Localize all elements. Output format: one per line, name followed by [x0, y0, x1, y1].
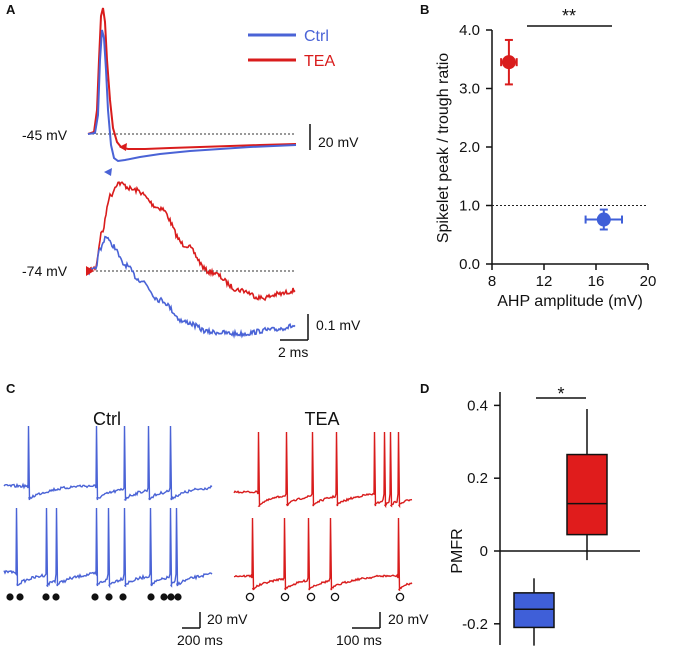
panel-label-d: D: [420, 381, 429, 396]
baseline-label-spike: -45 mV: [22, 127, 68, 143]
c-marker-tea: [280, 592, 290, 602]
panel-c: Ctrl TEA 20 mV 200 ms 20 mV 100 ms: [3, 409, 429, 648]
panel-b: 0.0 1.0 2.0 3.0 4.0 8 12 16 20 ** AHP amplitude …: [435, 6, 656, 310]
c-marker-tea: [395, 592, 405, 602]
c-marker-tea: [245, 592, 255, 602]
c-marker-ctrl: [91, 593, 99, 601]
b-ticks: 0.0 1.0 2.0 3.0 4.0 8 12 16 20: [459, 22, 656, 290]
legend-label-ctrl: Ctrl: [304, 28, 329, 45]
c-marker-ctrl: [119, 593, 127, 601]
d-ticks: -0.2 0 0.2 0.4: [462, 397, 500, 633]
trace-ctrl-sweep-1: [3, 425, 213, 502]
b-y-tick-label: 4.0: [459, 22, 480, 39]
arrowhead-tea-trough: [119, 143, 127, 151]
panel-d: -0.2 0 0.2 0.4 * PMFR: [449, 384, 640, 646]
d-boxes: [513, 409, 608, 646]
b-points: [500, 38, 623, 231]
panel-label-a: A: [6, 2, 16, 17]
b-y-tick-label: 0.0: [459, 256, 480, 273]
b-x-tick-label: 8: [488, 273, 496, 290]
b-x-axis-label: AHP amplitude (mV): [497, 293, 643, 310]
legend-label-tea: TEA: [304, 53, 335, 70]
b-significance-label: **: [562, 6, 576, 26]
arrowhead-ctrl-trough: [104, 168, 112, 176]
d-y-tick-label: 0.4: [467, 397, 488, 414]
c-tea-scalebar-t-label: 100 ms: [336, 632, 382, 648]
baseline-label-spikelet: -74 mV: [22, 263, 68, 279]
c-marker-ctrl: [42, 593, 50, 601]
c-marker-ctrl: [147, 593, 155, 601]
c-marker-tea: [330, 592, 340, 602]
trace-tea-spikelet: [87, 181, 296, 302]
c-marker-ctrl: [174, 593, 182, 601]
panel-label-c: C: [6, 381, 16, 396]
d-box-ctrl: [513, 592, 555, 629]
d-box-tea: [566, 453, 608, 536]
b-x-tick-label: 16: [588, 273, 605, 290]
trace-ctrl-sweep-2: [3, 507, 213, 589]
c-title-ctrl: Ctrl: [93, 409, 121, 429]
b-x-tick-label: 20: [640, 273, 657, 290]
scalebar-spike-v-label: 20 mV: [318, 134, 359, 150]
trace-tea-spike: [87, 7, 297, 150]
d-y-tick-label: 0.2: [467, 470, 488, 487]
b-point-tea: [501, 55, 516, 70]
d-significance-label: *: [557, 384, 564, 404]
c-marker-ctrl: [105, 593, 113, 601]
scalebar-spikelet-v-label: 0.1 mV: [316, 317, 361, 333]
b-y-tick-label: 3.0: [459, 81, 480, 98]
trace-tea-sweep-2: [233, 517, 413, 592]
c-marker-ctrl: [52, 593, 60, 601]
scalebar-time-label: 2 ms: [278, 344, 308, 360]
c-marker-ctrl: [160, 593, 168, 601]
panel-label-b: B: [420, 2, 429, 17]
b-x-tick-label: 12: [536, 273, 553, 290]
trace-tea-sweep-1: [233, 431, 413, 509]
c-ctrl-scalebar-t-label: 200 ms: [177, 632, 223, 648]
d-y-axis-label: PMFR: [449, 528, 466, 573]
c-marker-tea: [306, 592, 316, 602]
d-y-tick-label: 0: [480, 543, 488, 560]
c-title-tea: TEA: [304, 409, 339, 429]
c-marker-ctrl: [167, 593, 175, 601]
b-point-ctrl: [596, 212, 611, 227]
b-y-tick-label: 1.0: [459, 198, 480, 215]
panel-a: Ctrl TEA -45 mV -74 mV 20 mV 0.1 mV 2 ms: [22, 7, 361, 360]
d-y-tick-label: -0.2: [462, 616, 488, 633]
b-y-tick-label: 2.0: [459, 139, 480, 156]
c-marker-ctrl: [6, 593, 14, 601]
arrowhead-tea-spikelet: [86, 266, 94, 276]
b-y-axis-label: Spikelet peak / trough ratio: [435, 53, 452, 243]
trace-ctrl-spike: [87, 29, 297, 163]
c-ctrl-scalebar-v-label: 20 mV: [207, 611, 248, 627]
c-marker-ctrl: [16, 593, 24, 601]
trace-ctrl-spikelet: [87, 235, 296, 339]
c-tea-scalebar-v-label: 20 mV: [388, 611, 429, 627]
c-spike-markers: [6, 592, 405, 602]
